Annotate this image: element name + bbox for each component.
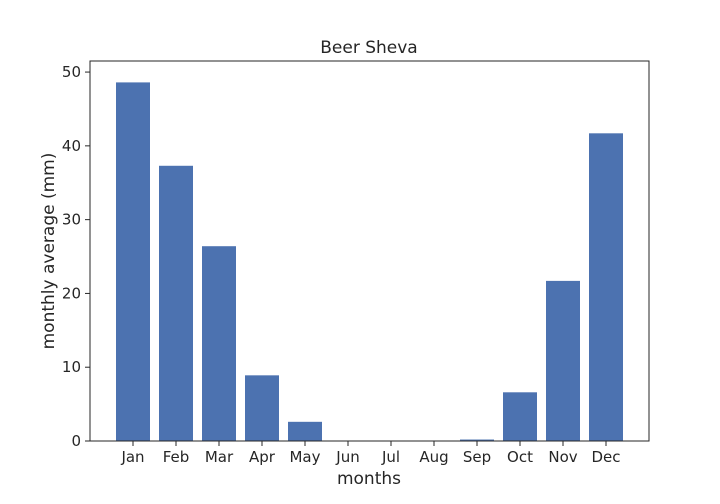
bar-may <box>288 421 322 441</box>
bar-apr <box>245 375 279 441</box>
y-tick-label: 30 <box>62 211 81 229</box>
x-tick-label: Mar <box>205 448 234 466</box>
y-tick-label: 0 <box>71 432 81 450</box>
bar-oct <box>503 392 537 441</box>
x-tick-label: Jul <box>381 448 400 466</box>
x-tick-label: Jan <box>120 448 144 466</box>
bar-nov <box>546 280 580 441</box>
chart-title: Beer Sheva <box>320 38 417 58</box>
y-tick-label: 50 <box>62 63 81 81</box>
x-tick-label: Apr <box>249 448 276 466</box>
x-tick-label: May <box>289 448 320 466</box>
x-tick-label: Oct <box>507 448 533 466</box>
x-axis-ticks: Jan Feb Mar Apr May Jun Jul Aug Sep Oct Nov Dec <box>120 441 621 466</box>
y-tick-label: 40 <box>62 137 81 155</box>
x-tick-label: Jun <box>335 448 359 466</box>
bar-jan <box>116 82 150 441</box>
x-tick-label: Sep <box>463 448 491 466</box>
x-tick-label: Feb <box>163 448 190 466</box>
bar-mar <box>202 246 236 441</box>
plot-frame <box>89 60 650 442</box>
y-axis-ticks: 0 10 20 30 40 50 <box>62 63 90 450</box>
x-tick-label: Dec <box>591 448 620 466</box>
bar-dec <box>589 133 623 442</box>
x-axis-label: months <box>337 469 401 489</box>
x-tick-label: Nov <box>548 448 577 466</box>
y-tick-label: 20 <box>62 284 81 302</box>
bar-feb <box>159 165 193 441</box>
bars-group <box>116 82 623 442</box>
y-tick-label: 10 <box>62 358 81 376</box>
x-tick-label: Aug <box>419 448 448 466</box>
y-axis-label: monthly average (mm) <box>39 153 59 350</box>
bar-sep <box>460 439 494 441</box>
